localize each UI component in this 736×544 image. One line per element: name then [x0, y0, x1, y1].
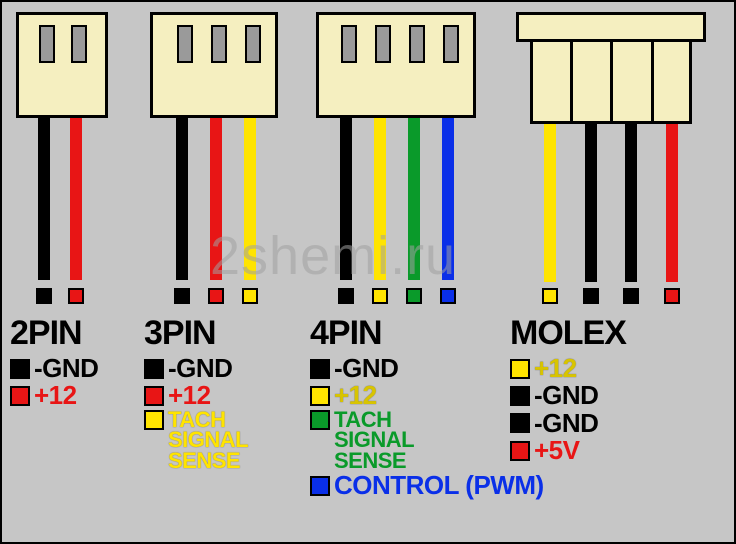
- pin-slot: [375, 25, 391, 63]
- legend-label: +5V: [534, 437, 580, 464]
- legend-swatch: [144, 410, 164, 430]
- wire-red: [666, 124, 678, 282]
- wire-tip: [208, 288, 224, 304]
- wire-black: [340, 118, 352, 280]
- legend-spacer: [144, 461, 164, 463]
- legend-label: -GND: [34, 355, 98, 382]
- legend-swatch: [310, 410, 330, 430]
- legend-row: CONTROL (PWM): [310, 472, 544, 499]
- legend-row: +5V: [510, 437, 626, 464]
- legend-label: -GND: [534, 382, 598, 409]
- legend-row: SENSE: [310, 451, 544, 472]
- legend-label: +12: [534, 355, 577, 382]
- wire-black: [585, 124, 597, 282]
- legend-row: SENSE: [144, 451, 248, 472]
- legend-spacer: [144, 440, 164, 442]
- legend-title: 4PIN: [310, 314, 544, 353]
- connector-housing: [150, 12, 278, 118]
- legend-swatch: [510, 359, 530, 379]
- wire-tip: [36, 288, 52, 304]
- legend-swatch: [10, 386, 30, 406]
- legend-swatch: [510, 441, 530, 461]
- legend-label: -GND: [534, 410, 598, 437]
- connector-housing: [16, 12, 108, 118]
- legend-row: -GND: [10, 355, 98, 382]
- wire-black: [38, 118, 50, 280]
- pin-slot: [341, 25, 357, 63]
- legend-col-4pin: 4PIN-GND+12TACHSIGNALSENSECONTROL (PWM): [310, 314, 544, 500]
- connectors-area: [0, 12, 736, 312]
- legend-row: -GND: [510, 410, 626, 437]
- pin-slot: [177, 25, 193, 63]
- legend-row: +12: [144, 382, 248, 409]
- wire-tip: [406, 288, 422, 304]
- legend-swatch: [144, 359, 164, 379]
- legend-label: SENSE: [168, 451, 240, 472]
- wire-red: [70, 118, 82, 280]
- molex-ridge: [610, 39, 613, 124]
- legend-label: -GND: [168, 355, 232, 382]
- molex-ridge: [570, 39, 573, 124]
- legend-label: CONTROL (PWM): [334, 472, 544, 499]
- legend-row: +12: [10, 382, 98, 409]
- connector-housing: [316, 12, 476, 118]
- legend-spacer: [310, 461, 330, 463]
- legend-label: +12: [334, 382, 377, 409]
- legend-swatch: [144, 386, 164, 406]
- pin-slot: [245, 25, 261, 63]
- pin-slot: [39, 25, 55, 63]
- wire-black: [176, 118, 188, 280]
- legend-col-molex: MOLEX+12-GND-GND+5V: [510, 314, 626, 464]
- wire-tip: [440, 288, 456, 304]
- wire-yellow: [374, 118, 386, 280]
- legend-row: +12: [510, 355, 626, 382]
- legend-row: -GND: [144, 355, 248, 382]
- connector-2pin: [16, 12, 108, 118]
- legend-row: +12: [310, 382, 544, 409]
- wire-yellow: [544, 124, 556, 282]
- legend-spacer: [310, 440, 330, 442]
- legend-swatch: [310, 476, 330, 496]
- wire-tip: [623, 288, 639, 304]
- wire-red: [210, 118, 222, 280]
- legend-title: 3PIN: [144, 314, 248, 353]
- legend-col-2pin: 2PIN-GND+12: [10, 314, 98, 410]
- molex-ridge: [651, 39, 654, 124]
- pin-slot: [71, 25, 87, 63]
- legend-title: 2PIN: [10, 314, 98, 353]
- wire-tip: [174, 288, 190, 304]
- legend-swatch: [10, 359, 30, 379]
- wire-tip: [664, 288, 680, 304]
- pin-slot: [211, 25, 227, 63]
- legend-label: +12: [168, 382, 211, 409]
- pin-slot: [409, 25, 425, 63]
- legend-row: -GND: [510, 382, 626, 409]
- legend-swatch: [310, 386, 330, 406]
- legend-col-3pin: 3PIN-GND+12TACHSIGNALSENSE: [144, 314, 248, 472]
- wire-tip: [338, 288, 354, 304]
- legend-label: +12: [34, 382, 77, 409]
- legend-label: -GND: [334, 355, 398, 382]
- wire-black: [625, 124, 637, 282]
- legend-swatch: [310, 359, 330, 379]
- wire-tip: [542, 288, 558, 304]
- legend-swatch: [510, 413, 530, 433]
- legend-row: -GND: [310, 355, 544, 382]
- wire-tip: [583, 288, 599, 304]
- wire-green: [408, 118, 420, 280]
- connector-3pin: [150, 12, 278, 118]
- molex-top: [516, 12, 706, 42]
- wire-blue: [442, 118, 454, 280]
- connector-4pin: [316, 12, 476, 118]
- legend-swatch: [510, 386, 530, 406]
- pin-slot: [443, 25, 459, 63]
- legend-title: MOLEX: [510, 314, 626, 353]
- legend-label: SENSE: [334, 451, 406, 472]
- wire-tip: [242, 288, 258, 304]
- wire-tip: [372, 288, 388, 304]
- wire-tip: [68, 288, 84, 304]
- wire-yellow: [244, 118, 256, 280]
